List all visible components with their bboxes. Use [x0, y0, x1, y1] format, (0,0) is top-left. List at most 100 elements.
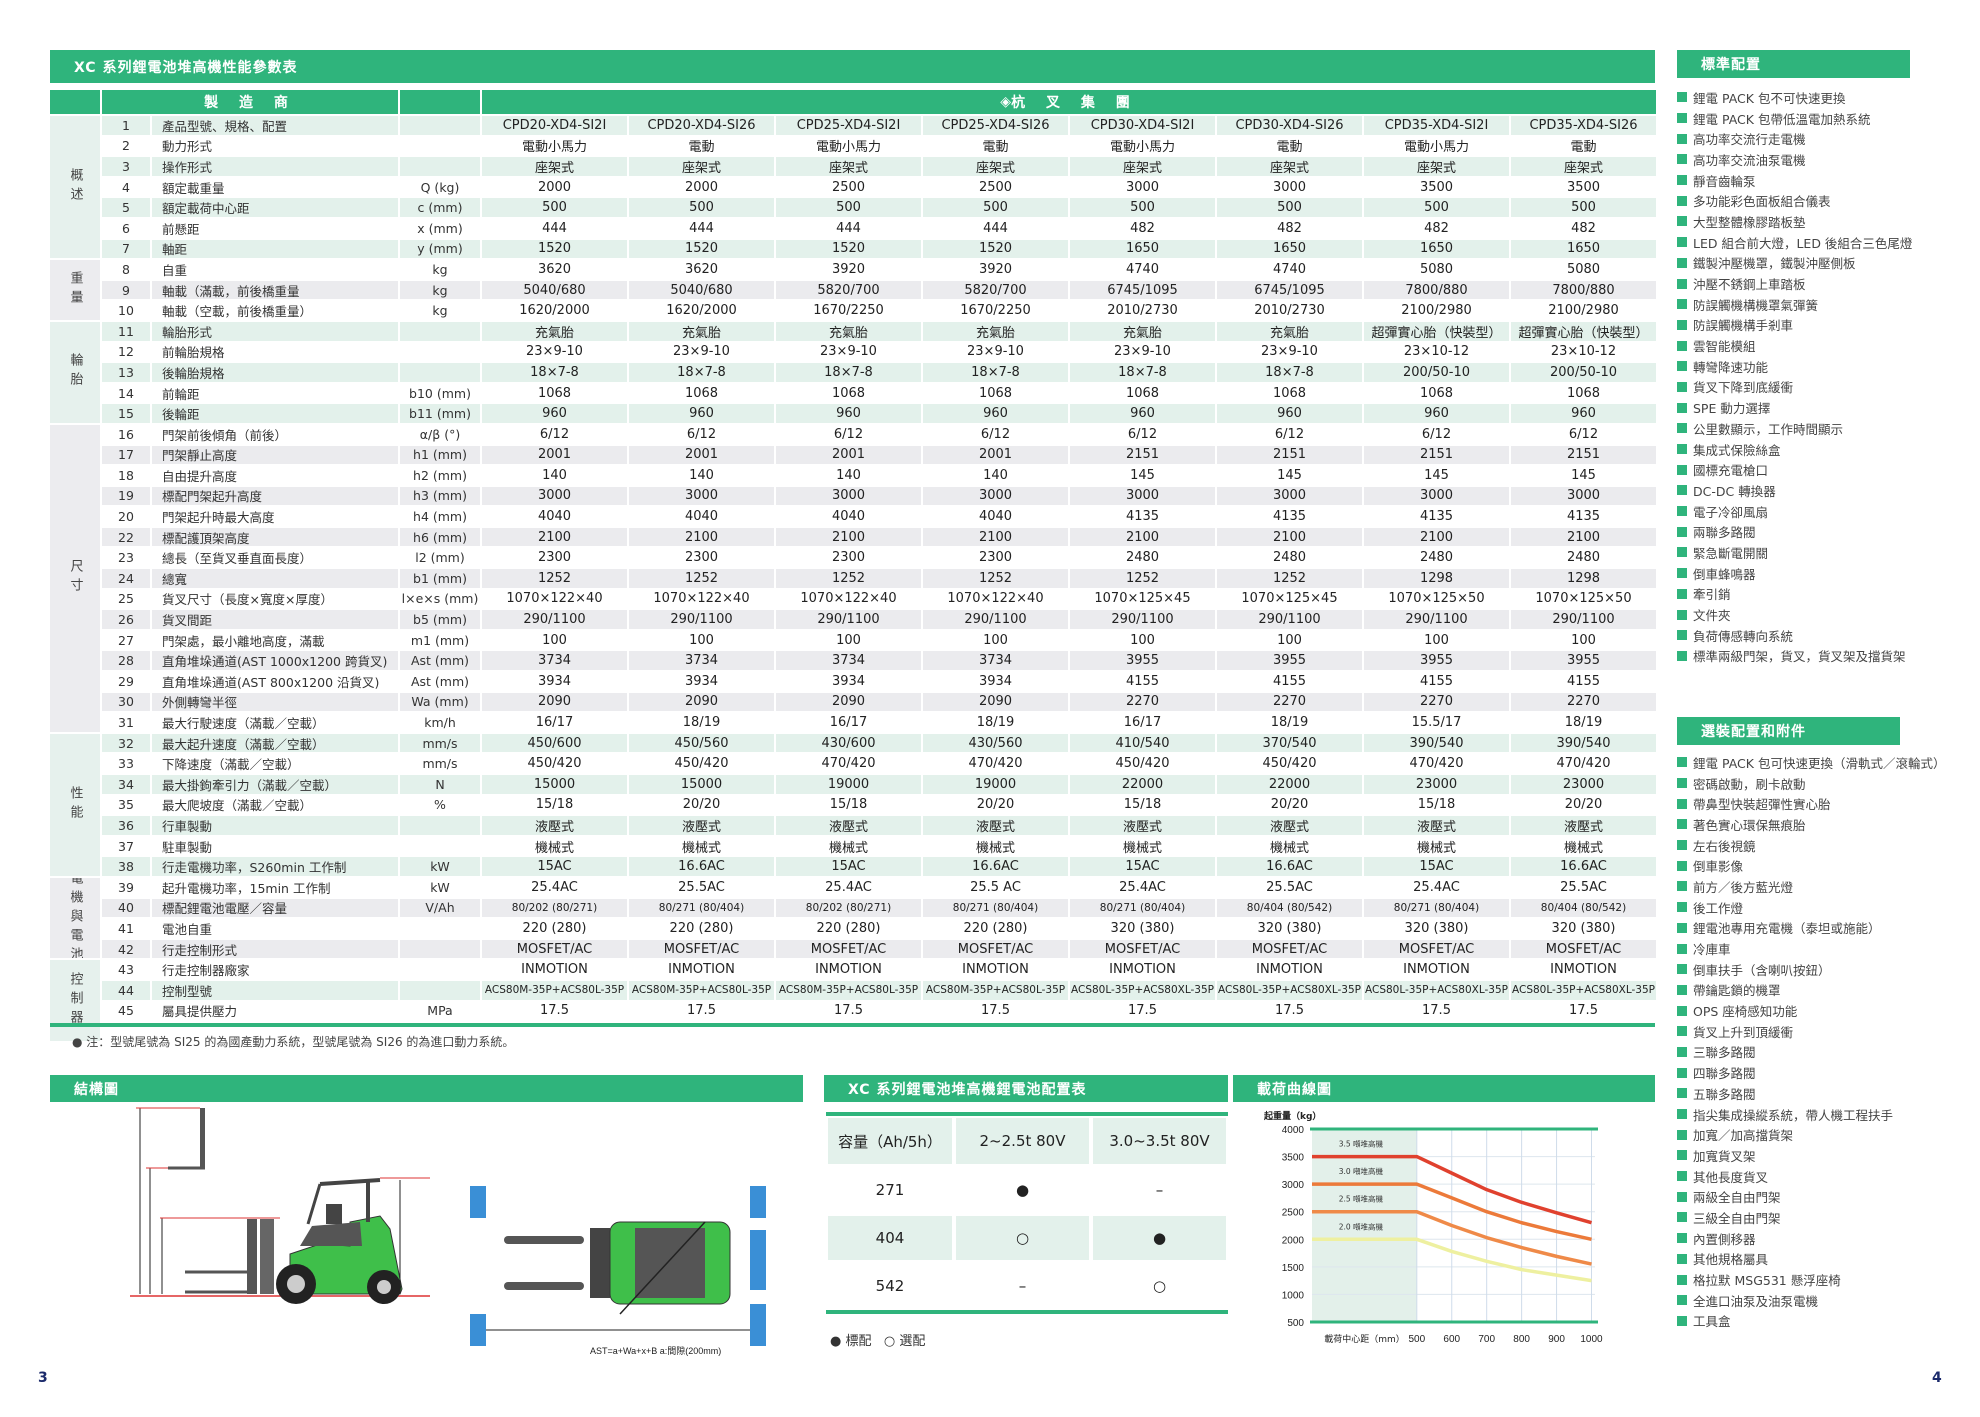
spec-value-cell: 機械式	[681, 840, 721, 856]
spec-value-cell: 444	[983, 220, 1008, 236]
y-tick-label: 3000	[1282, 1180, 1305, 1191]
y-tick-label: 2500	[1282, 1208, 1305, 1219]
row-number: 2	[122, 138, 130, 154]
x-tick-label: 900	[1548, 1334, 1565, 1345]
spec-value-cell: 3734	[776, 651, 921, 671]
spec-value-cell: 3500	[1419, 179, 1454, 195]
spec-value-cell: 444	[689, 220, 714, 236]
spec-value-cell: 2100/2980	[1401, 303, 1472, 319]
spec-value-cell: 3000	[923, 486, 1068, 506]
spec-value-cell: 450/600	[482, 733, 627, 753]
spec-value-cell: 3934	[537, 673, 572, 689]
spec-value-cell: 290/1100	[1364, 610, 1509, 629]
green-square-bullet-icon	[1677, 778, 1687, 789]
spec-value-cell: 18×7-8	[482, 363, 627, 382]
config-item-label: 集成式保險絲盒	[1693, 442, 1781, 458]
green-square-bullet-icon	[1677, 1295, 1687, 1306]
config-item: 鋰電 PACK 包帶低溫電加熱系統	[1677, 108, 1912, 129]
config-item-label: 鐵製沖壓機罩，鐵製沖壓側板	[1693, 256, 1856, 272]
spec-value-cell: 1252	[923, 569, 1068, 588]
config-item-label: 國標充電槍口	[1693, 463, 1769, 479]
spec-value-cell: 500	[1511, 198, 1656, 217]
spec-value-cell: 充氣胎	[629, 321, 774, 341]
row-unit	[400, 816, 480, 835]
green-square-bullet-icon	[1677, 630, 1687, 641]
row-group-label: 尺寸	[50, 424, 100, 732]
config-item: 高功率交流行走電機	[1677, 128, 1912, 149]
spec-value-cell: 22000	[1070, 775, 1215, 794]
spec-value-cell: 機械式	[975, 840, 1015, 856]
spec-value-cell: 5040/680	[629, 280, 774, 300]
config-item: 靜音齒輪泵	[1677, 170, 1912, 191]
row-label: 貨叉間距	[152, 610, 398, 629]
green-square-bullet-icon	[1677, 1005, 1687, 1016]
config-item: 加寬／加高擋貨架	[1677, 1124, 1945, 1145]
row-unit: h2 (mm)	[413, 467, 467, 483]
spec-value-cell: 25.5AC	[1266, 879, 1313, 895]
config-item: 防誤觸機構手剎車	[1677, 315, 1912, 336]
spec-value-cell: 320 (380)	[1404, 920, 1469, 936]
spec-value-cell: 3000	[1070, 486, 1215, 506]
spec-value-cell: 17.5	[540, 1003, 569, 1019]
green-square-bullet-icon	[1677, 964, 1687, 975]
spec-value-cell: 16/17	[829, 715, 868, 731]
green-square-bullet-icon	[1677, 1171, 1687, 1182]
spec-value-cell: 482	[1424, 220, 1449, 236]
spec-value-cell: 6/12	[539, 426, 570, 442]
optional-config-title-bar: 選裝配置和附件	[1677, 717, 1900, 745]
spec-value-cell: 960	[1364, 404, 1509, 423]
config-item: 全進口油泵及油泵電機	[1677, 1290, 1945, 1311]
config-item-label: 三聯多路閥	[1693, 1045, 1756, 1061]
spec-value-cell: 1650	[1217, 239, 1362, 259]
row-group-label: 輪胎	[50, 321, 100, 423]
config-item-label: 大型整體橡膠踏板墊	[1693, 214, 1806, 230]
spec-value-cell: 6745/1095	[1070, 280, 1215, 300]
config-item-label: 防誤觸機構機罩氣彈簧	[1693, 297, 1819, 313]
spec-value-cell: 4135	[1272, 509, 1307, 525]
spec-value-cell: ACS80L-35P+ACS80XL-35P	[1511, 980, 1656, 1000]
config-item-label: 高功率交流行走電機	[1693, 132, 1806, 148]
green-square-bullet-icon	[1677, 154, 1687, 165]
spec-value-cell: INMOTION	[815, 962, 882, 978]
green-square-bullet-icon	[1677, 1129, 1687, 1140]
spec-value-cell: 500	[629, 198, 774, 217]
config-item: 標準兩級門架，貨叉，貨叉架及擋貨架	[1677, 646, 1912, 667]
spec-value-cell: 1070×125×50	[1535, 591, 1632, 607]
row-number: 43	[118, 962, 134, 978]
optional-config-list: 鋰電 PACK 包可快速更換（滑軌式／滾輪式） 密碼啟動，刷卡啟動 帶鼻型快裝超彈性…	[1677, 752, 1945, 1331]
row-number: 11	[102, 321, 150, 341]
config-item: 帶鼻型快裝超彈性實心胎	[1677, 793, 1945, 814]
config-item: 兩聯多路閥	[1677, 521, 1912, 542]
header-unit-blank	[400, 90, 480, 114]
spec-value-cell: 16.6AC	[1511, 857, 1656, 876]
config-item-label: 牽引銷	[1693, 587, 1731, 603]
spec-value-cell: 23000	[1364, 775, 1509, 794]
spec-value-cell: INMOTION	[521, 962, 588, 978]
spec-value-cell: 2001	[923, 445, 1068, 465]
spec-value-cell: 18×7-8	[923, 363, 1068, 382]
green-square-bullet-icon	[1677, 840, 1687, 851]
config-item-label: 前方／後方藍光燈	[1693, 879, 1794, 895]
row-number: 32	[102, 733, 150, 753]
green-square-bullet-icon	[1677, 943, 1687, 954]
config-item: 其他長度貨叉	[1677, 1166, 1945, 1187]
row-label: 標配鋰電池電壓／容量	[152, 898, 398, 918]
spec-value-cell: 23×9-10	[526, 344, 583, 360]
config-item-label: 沖壓不銹鋼上車踏板	[1693, 277, 1806, 293]
spec-value-cell: 1068	[1125, 385, 1160, 401]
row-label: 行走電機功率，S260min 工作制	[152, 857, 398, 876]
spec-value-cell: 座架式	[1070, 157, 1215, 176]
spec-value-cell: 2000	[684, 179, 719, 195]
row-label: 行走控制器廠家	[162, 963, 250, 979]
spec-value-cell: 3934	[978, 673, 1013, 689]
spec-value-cell: 3500	[1566, 179, 1601, 195]
x-tick-label: 700	[1478, 1334, 1495, 1345]
row-number: 25	[118, 591, 134, 607]
row-label: 門架前後傾角（前後）	[162, 427, 288, 443]
spec-value-cell: ACS80M-35P+ACS80L-35P	[629, 980, 774, 1000]
spec-table: 製 造 商 ◈ 杭 叉 集 團概述 重量 輪胎 尺寸 性能 電機與電池 控制器 1 產品型號、規格…	[50, 90, 1656, 1041]
spec-value-cell: 2100	[1070, 527, 1215, 547]
row-unit: b10 (mm)	[409, 385, 471, 401]
spec-value-cell: 2090	[482, 692, 627, 712]
spec-value-cell: 3955	[1511, 651, 1656, 671]
